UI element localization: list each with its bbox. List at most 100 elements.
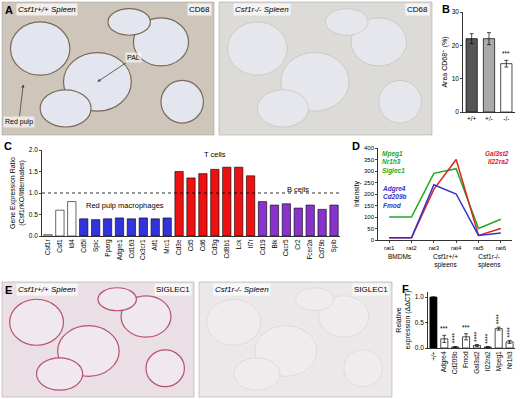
svg-text:Mpeg1: Mpeg1 [495, 351, 503, 371]
svg-text:Nr1h3: Nr1h3 [506, 351, 513, 369]
svg-text:Csf1r: Csf1r [44, 239, 51, 255]
svg-text:Cd19: Cd19 [259, 239, 266, 255]
svg-text:CD68: CD68 [189, 5, 210, 14]
svg-text:Cxcr5: Cxcr5 [282, 239, 289, 256]
svg-text:***: *** [440, 325, 448, 332]
svg-text:Cd6: Cd6 [199, 239, 206, 251]
svg-text:Lck: Lck [235, 239, 242, 250]
svg-text:1.5: 1.5 [29, 168, 38, 175]
svg-text:Il22ra2: Il22ra2 [484, 351, 491, 371]
svg-text:rat1: rat1 [384, 245, 395, 251]
svg-text:300: 300 [364, 168, 375, 174]
svg-text:0: 0 [455, 108, 459, 115]
svg-text:Intensity: Intensity [353, 180, 361, 207]
svg-text:SIGLEC1: SIGLEC1 [354, 285, 388, 294]
svg-text:50: 50 [367, 226, 374, 232]
svg-text:rat3: rat3 [429, 245, 440, 251]
svg-text:rat5: rat5 [473, 245, 484, 251]
svg-text:30: 30 [452, 8, 460, 15]
svg-text:***: *** [502, 50, 510, 57]
svg-text:20: 20 [452, 42, 460, 49]
svg-text:****: **** [506, 327, 513, 338]
svg-text:E: E [5, 284, 12, 296]
svg-text:****: **** [495, 314, 502, 325]
svg-text:0.0: 0.0 [415, 344, 424, 351]
svg-text:0: 0 [371, 237, 375, 243]
svg-text:Cd163: Cd163 [128, 239, 135, 259]
svg-text:****: **** [484, 333, 491, 344]
svg-text:Csf1r-/- Spleen: Csf1r-/- Spleen [215, 285, 269, 294]
svg-text:B: B [442, 3, 450, 15]
svg-text:Cx3cr1: Cx3cr1 [139, 239, 146, 260]
svg-text:250: 250 [364, 180, 375, 186]
svg-text:BMDMs: BMDMs [388, 253, 412, 260]
svg-text:100: 100 [364, 214, 375, 220]
svg-text:Gal3st2Il22ra2: Gal3st2Il22ra2 [485, 150, 509, 165]
svg-text:350: 350 [364, 157, 375, 163]
svg-text:Adgre4: Adgre4 [440, 351, 448, 372]
svg-text:Red pulp macrophages: Red pulp macrophages [86, 201, 164, 210]
svg-text:Cd5l: Cd5l [80, 239, 87, 253]
svg-text:Adgre1: Adgre1 [116, 239, 124, 260]
svg-text:400: 400 [364, 145, 375, 151]
svg-text:Id4: Id4 [68, 239, 75, 248]
svg-text:Cd5: Cd5 [187, 239, 194, 251]
svg-text:***: *** [462, 324, 470, 331]
svg-text:1.0: 1.0 [29, 189, 38, 196]
svg-text:C: C [4, 140, 12, 152]
svg-text:Red pulp: Red pulp [5, 118, 33, 126]
svg-text:150: 150 [364, 203, 375, 209]
svg-text:Cd8b1: Cd8b1 [223, 239, 230, 259]
svg-text:rat4: rat4 [451, 245, 462, 251]
svg-text:Cd209b: Cd209b [451, 351, 458, 374]
svg-text:Cd79b: Cd79b [318, 239, 325, 259]
svg-text:Cr2: Cr2 [294, 239, 301, 250]
svg-text:Csf1r-/- Spleen: Csf1r-/- Spleen [235, 5, 289, 14]
svg-text:T cells: T cells [204, 150, 226, 159]
svg-text:Csf1r-/-spleens: Csf1r-/-spleens [478, 253, 501, 269]
svg-text:SIGLEC1: SIGLEC1 [156, 285, 190, 294]
svg-text:Blk: Blk [271, 239, 278, 249]
svg-text:Csf1r+/+ Spleen: Csf1r+/+ Spleen [18, 285, 76, 294]
svg-text:1.0: 1.0 [415, 293, 424, 300]
svg-text:Adgre4Cd209bFmod: Adgre4Cd209bFmod [382, 185, 407, 209]
svg-text:rat2: rat2 [406, 245, 417, 251]
svg-text:F: F [402, 283, 409, 295]
svg-text:Cd3g: Cd3g [211, 239, 219, 255]
svg-text:****: **** [473, 331, 480, 342]
svg-text:Cd3e: Cd3e [175, 239, 182, 255]
svg-text:Csf1r+/+spleens: Csf1r+/+spleens [433, 253, 458, 269]
svg-text:Spib: Spib [330, 239, 338, 252]
svg-text:Gene Expression Ratio(Csf1rKO/: Gene Expression Ratio(Csf1rKO/littermate… [9, 157, 26, 229]
svg-text:B cells: B cells [287, 185, 309, 194]
svg-text:PAL: PAL [127, 54, 140, 61]
svg-text:Fmod: Fmod [462, 351, 469, 368]
svg-text:-/-: -/- [503, 115, 509, 122]
svg-text:Area CD68⁺ (%): Area CD68⁺ (%) [441, 36, 449, 87]
svg-text:D: D [352, 140, 360, 152]
svg-text:10: 10 [452, 75, 460, 82]
svg-text:2.0: 2.0 [29, 146, 38, 153]
svg-text:0.5: 0.5 [415, 319, 424, 326]
svg-text:Csf1: Csf1 [56, 239, 63, 253]
svg-text:Spic: Spic [92, 239, 100, 252]
svg-text:A: A [5, 4, 13, 16]
svg-text:Relativeexpression (ΔΔCT): Relativeexpression (ΔΔCT) [395, 290, 412, 349]
svg-text:0.0: 0.0 [29, 232, 38, 239]
svg-text:****: **** [451, 333, 458, 344]
svg-text:Pparg: Pparg [104, 239, 112, 257]
svg-text:Aif1: Aif1 [151, 239, 158, 251]
svg-text:CD68: CD68 [407, 5, 428, 14]
svg-text:Csf1r+/+ Spleen: Csf1r+/+ Spleen [18, 5, 76, 14]
svg-text:Mrc1: Mrc1 [163, 239, 170, 254]
svg-text:Fcer2a: Fcer2a [306, 239, 313, 260]
svg-text:Gal3st2: Gal3st2 [473, 351, 480, 374]
svg-text:+/-: +/- [485, 115, 493, 122]
svg-text:0.5: 0.5 [29, 211, 38, 218]
svg-text:rat6: rat6 [496, 245, 507, 251]
svg-text:+/+: +/+ [430, 351, 437, 361]
svg-text:+/+: +/+ [467, 115, 477, 122]
svg-text:Mpeg1Nr1h3Siglec1: Mpeg1Nr1h3Siglec1 [382, 150, 405, 175]
svg-text:Il7r: Il7r [247, 239, 254, 249]
svg-text:200: 200 [364, 191, 375, 197]
